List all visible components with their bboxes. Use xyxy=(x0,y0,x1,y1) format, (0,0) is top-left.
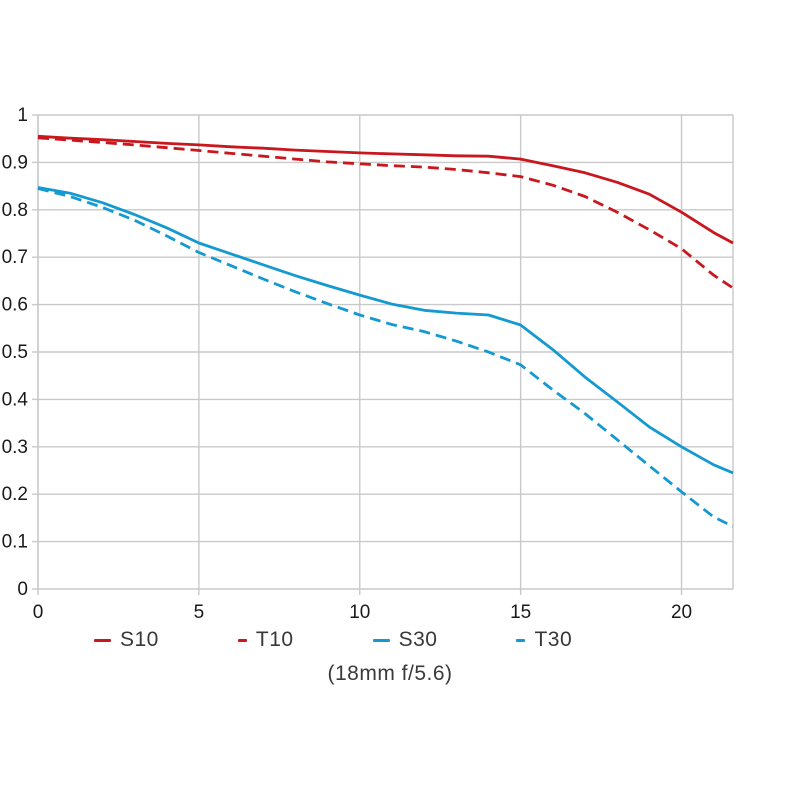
legend-label-t10: T10 xyxy=(255,628,294,651)
y-tick-label: 0.5 xyxy=(2,342,28,363)
y-tick-label: 0.1 xyxy=(2,532,28,553)
legend-item-s30: S30 xyxy=(372,628,438,652)
s10-solid-line-swatch xyxy=(94,638,111,642)
legend-item-t10: T10 xyxy=(237,628,294,652)
legend-item-t30: T30 xyxy=(516,628,572,652)
legend-label-s10: S10 xyxy=(120,628,159,651)
y-tick-label: 0.2 xyxy=(2,484,28,505)
legend-item-s10: S10 xyxy=(94,628,159,652)
x-tick-label: 10 xyxy=(349,602,370,623)
x-tick-label: 5 xyxy=(194,602,205,623)
y-tick-label: 0 xyxy=(17,579,28,600)
t10-dashed-line-swatch xyxy=(237,638,247,642)
mtf-chart: 00.10.20.30.40.50.60.70.80.910 5 10 15 20 xyxy=(2,105,734,623)
y-tick-label: 0.8 xyxy=(2,200,28,221)
y-tick-label: 1 xyxy=(17,105,28,126)
y-tick-label: 0.7 xyxy=(2,247,28,268)
y-tick-label: 0.9 xyxy=(2,152,28,173)
chart-legend: S10 T10 S30 T30 xyxy=(0,628,800,652)
x-tick-label: 20 xyxy=(671,602,692,623)
legend-label-t30: T30 xyxy=(534,628,573,651)
curve-s30 xyxy=(37,186,734,475)
curve-s10 xyxy=(37,134,734,245)
curve-t30 xyxy=(37,187,734,528)
y-tick-label: 0.6 xyxy=(2,295,28,316)
t30-dashed-line-swatch xyxy=(516,638,526,642)
legend-label-s30: S30 xyxy=(398,628,438,651)
x-tick-label: 15 xyxy=(510,602,531,623)
x-tick-label: 0 xyxy=(33,602,44,623)
s30-solid-line-swatch xyxy=(372,638,390,642)
y-tick-label: 0.3 xyxy=(2,437,28,458)
chart-caption: (18mm f/5.6) xyxy=(327,662,453,685)
curve-t10 xyxy=(37,136,734,290)
y-tick-label: 0.4 xyxy=(2,389,29,410)
